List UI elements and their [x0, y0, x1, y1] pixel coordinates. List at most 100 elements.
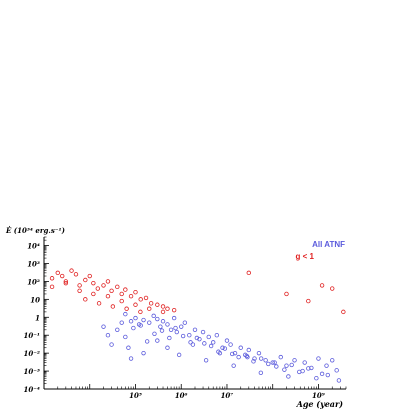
data-point [101, 324, 106, 329]
data-point [270, 360, 275, 365]
data-point [83, 297, 88, 302]
data-point [128, 293, 134, 299]
data-point [229, 351, 235, 357]
data-point [171, 315, 177, 321]
data-point [165, 322, 170, 327]
legend-entry-g-lt-1: g < 1 [296, 252, 315, 261]
data-point [297, 369, 302, 375]
data-point [284, 363, 289, 368]
data-point [246, 270, 251, 276]
data-point [220, 345, 225, 350]
data-point [252, 356, 257, 361]
data-point [330, 358, 335, 363]
data-point [155, 316, 160, 322]
y-tick-label: 10⁻⁴ [23, 385, 40, 394]
data-point [63, 280, 69, 286]
data-point [143, 295, 149, 301]
data-point [147, 306, 152, 311]
y-tick-label: 10 [30, 295, 40, 304]
y-tick-label: 10² [27, 277, 40, 286]
data-point [77, 288, 82, 293]
data-point [115, 327, 120, 333]
data-point [128, 356, 134, 361]
data-point [69, 268, 74, 273]
data-point [91, 291, 96, 297]
data-point [159, 328, 165, 333]
data-points [49, 268, 346, 383]
data-point [105, 293, 111, 299]
data-point [126, 345, 131, 350]
data-point [63, 279, 69, 284]
data-point [292, 358, 297, 363]
data-point [238, 345, 243, 350]
data-point [110, 304, 116, 309]
legend: All ATNF g < 1 [296, 240, 346, 261]
data-point [334, 368, 339, 373]
data-point [188, 340, 193, 345]
data-point [289, 362, 294, 368]
data-point [284, 291, 289, 297]
data-point [165, 345, 170, 350]
y-tick-label: 10⁻³ [23, 367, 40, 376]
data-point [171, 307, 177, 313]
y-tick-label: 1 [35, 313, 40, 322]
data-point [158, 324, 163, 329]
y-tick-label: 10⁴ [27, 242, 40, 251]
data-point [214, 333, 220, 338]
data-point [266, 361, 271, 367]
data-point [49, 276, 55, 281]
data-point [173, 325, 178, 331]
data-point [244, 353, 249, 359]
data-point [123, 334, 128, 340]
data-point [274, 364, 279, 369]
series-1 [49, 268, 346, 315]
x-tick-label: 10⁹ [312, 391, 325, 400]
data-point [133, 302, 138, 307]
data-point [167, 335, 172, 341]
data-point [302, 360, 307, 365]
data-point [160, 309, 166, 315]
data-point [115, 284, 120, 290]
data-point [256, 350, 262, 356]
data-point [272, 360, 277, 365]
data-point [155, 338, 160, 343]
x-axis-label: Age (year) [296, 399, 344, 409]
data-point [336, 378, 342, 383]
data-point [160, 304, 166, 309]
data-point [144, 339, 150, 344]
data-point [211, 340, 216, 345]
data-point [133, 290, 138, 295]
data-point [286, 374, 291, 379]
data-point [60, 273, 65, 279]
data-point [232, 350, 238, 356]
data-point [216, 349, 221, 354]
data-point [316, 356, 321, 361]
data-point [206, 334, 211, 340]
data-point [236, 354, 241, 360]
data-point [330, 286, 335, 291]
data-point [123, 311, 128, 317]
data-point [119, 298, 124, 304]
data-point [119, 320, 124, 325]
data-point [187, 333, 192, 338]
data-point [282, 367, 287, 372]
data-point [138, 309, 143, 315]
data-point [101, 283, 106, 288]
data-point [138, 297, 143, 302]
data-point [109, 342, 114, 347]
data-point [174, 329, 179, 335]
data-point [128, 319, 134, 324]
data-point [200, 329, 206, 335]
data-point [168, 327, 174, 333]
data-point [309, 365, 314, 371]
x-tick-label: 10⁵ [129, 391, 142, 400]
data-point [83, 277, 88, 283]
y-tick-label: 10³ [27, 259, 40, 268]
data-point [180, 333, 186, 339]
y-axis-label: Ė (10³⁴ erg.s⁻¹) [5, 226, 65, 235]
data-point [133, 315, 138, 321]
data-point [119, 291, 124, 297]
data-point [160, 319, 166, 324]
data-point [263, 358, 268, 363]
